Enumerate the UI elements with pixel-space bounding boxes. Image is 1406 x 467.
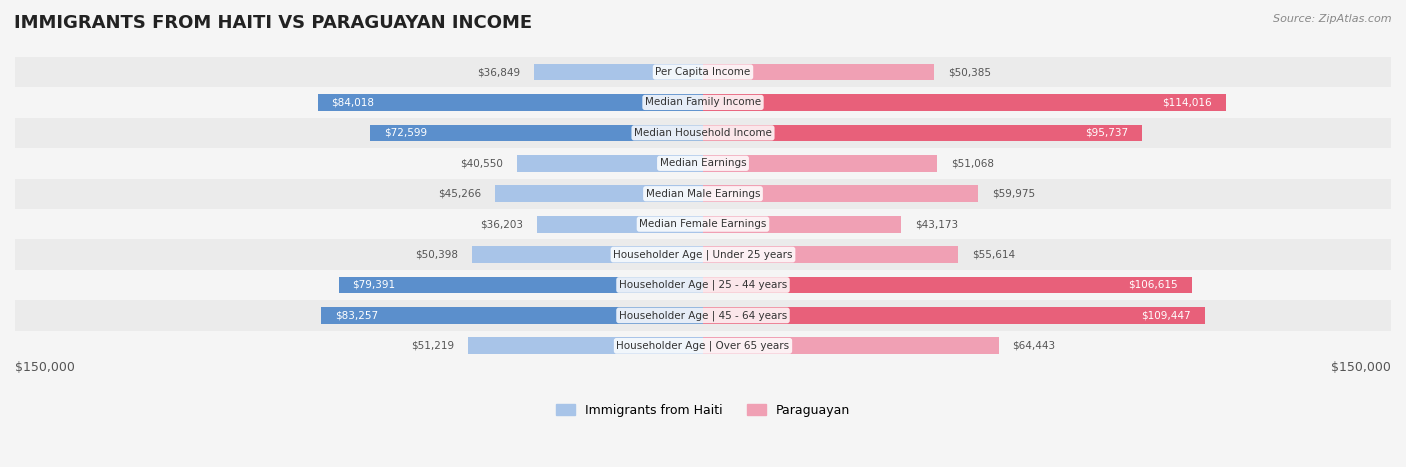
- Text: $109,447: $109,447: [1142, 311, 1191, 320]
- Text: Median Household Income: Median Household Income: [634, 128, 772, 138]
- Bar: [703, 276, 1192, 293]
- Bar: [703, 94, 1226, 111]
- Bar: [370, 125, 703, 141]
- Bar: [703, 185, 979, 202]
- Text: IMMIGRANTS FROM HAITI VS PARAGUAYAN INCOME: IMMIGRANTS FROM HAITI VS PARAGUAYAN INCO…: [14, 14, 533, 32]
- Text: $45,266: $45,266: [439, 189, 482, 199]
- Text: $79,391: $79,391: [353, 280, 395, 290]
- Text: Householder Age | Over 65 years: Householder Age | Over 65 years: [616, 340, 790, 351]
- Bar: [703, 338, 998, 354]
- Bar: [15, 300, 1391, 331]
- Bar: [15, 331, 1391, 361]
- Bar: [534, 64, 703, 80]
- Bar: [468, 338, 703, 354]
- Text: $95,737: $95,737: [1085, 128, 1129, 138]
- Bar: [15, 87, 1391, 118]
- Bar: [318, 94, 703, 111]
- Text: $83,257: $83,257: [335, 311, 378, 320]
- Bar: [15, 178, 1391, 209]
- Text: Median Female Earnings: Median Female Earnings: [640, 219, 766, 229]
- Bar: [495, 185, 703, 202]
- Text: $72,599: $72,599: [384, 128, 427, 138]
- Bar: [472, 246, 703, 263]
- Text: $43,173: $43,173: [915, 219, 957, 229]
- Bar: [339, 276, 703, 293]
- Bar: [703, 125, 1142, 141]
- Bar: [15, 57, 1391, 87]
- Bar: [703, 64, 934, 80]
- Text: $40,550: $40,550: [460, 158, 503, 168]
- Text: $36,849: $36,849: [477, 67, 520, 77]
- Text: $55,614: $55,614: [972, 249, 1015, 260]
- Bar: [517, 155, 703, 172]
- Text: $50,398: $50,398: [415, 249, 458, 260]
- Bar: [703, 216, 901, 233]
- Text: $150,000: $150,000: [1331, 361, 1391, 374]
- Text: $59,975: $59,975: [991, 189, 1035, 199]
- Bar: [15, 118, 1391, 148]
- Text: Householder Age | 45 - 64 years: Householder Age | 45 - 64 years: [619, 310, 787, 321]
- Bar: [703, 155, 938, 172]
- Text: Source: ZipAtlas.com: Source: ZipAtlas.com: [1274, 14, 1392, 24]
- Bar: [703, 307, 1205, 324]
- Bar: [537, 216, 703, 233]
- Bar: [15, 148, 1391, 178]
- Text: $106,615: $106,615: [1129, 280, 1178, 290]
- Bar: [321, 307, 703, 324]
- Text: $36,203: $36,203: [481, 219, 523, 229]
- Text: Householder Age | Under 25 years: Householder Age | Under 25 years: [613, 249, 793, 260]
- Text: $150,000: $150,000: [15, 361, 75, 374]
- Bar: [15, 270, 1391, 300]
- Text: $51,219: $51,219: [411, 341, 454, 351]
- Text: Median Family Income: Median Family Income: [645, 98, 761, 107]
- Text: $51,068: $51,068: [950, 158, 994, 168]
- Bar: [703, 246, 957, 263]
- Text: $84,018: $84,018: [332, 98, 374, 107]
- Text: $114,016: $114,016: [1163, 98, 1212, 107]
- Bar: [15, 240, 1391, 270]
- Text: Median Male Earnings: Median Male Earnings: [645, 189, 761, 199]
- Legend: Immigrants from Haiti, Paraguayan: Immigrants from Haiti, Paraguayan: [551, 399, 855, 422]
- Text: Per Capita Income: Per Capita Income: [655, 67, 751, 77]
- Text: Householder Age | 25 - 44 years: Householder Age | 25 - 44 years: [619, 280, 787, 290]
- Text: Median Earnings: Median Earnings: [659, 158, 747, 168]
- Text: $50,385: $50,385: [948, 67, 991, 77]
- Bar: [15, 209, 1391, 240]
- Text: $64,443: $64,443: [1012, 341, 1056, 351]
